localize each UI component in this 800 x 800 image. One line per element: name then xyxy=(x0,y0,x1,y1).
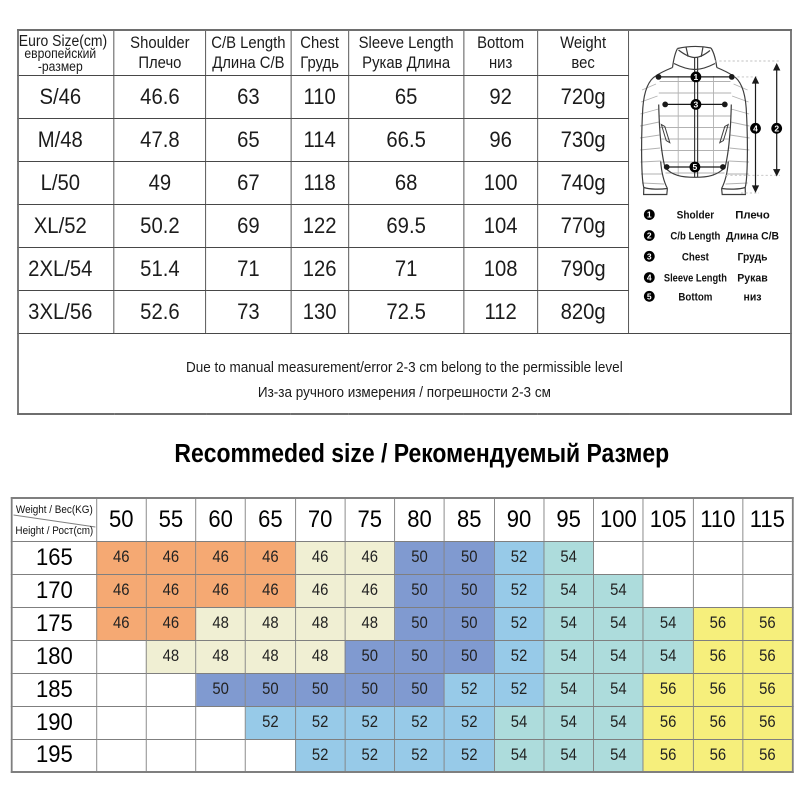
svg-text:Sleeve Length: Sleeve Length xyxy=(664,273,727,285)
svg-text:1: 1 xyxy=(694,72,699,82)
svg-text:низ: низ xyxy=(744,291,762,303)
svg-text:Chest: Chest xyxy=(682,251,709,263)
svg-text:Рукав: Рукав xyxy=(737,273,768,285)
svg-text:2: 2 xyxy=(774,123,779,133)
svg-text:Sholder: Sholder xyxy=(677,210,715,222)
svg-text:Грудь: Грудь xyxy=(738,251,768,263)
svg-text:2: 2 xyxy=(647,231,652,241)
svg-text:1: 1 xyxy=(647,210,652,220)
svg-text:3: 3 xyxy=(647,251,652,261)
svg-text:5: 5 xyxy=(647,291,652,301)
svg-text:5: 5 xyxy=(693,162,698,172)
svg-text:Плечо: Плечо xyxy=(735,210,770,222)
svg-text:C/b Length: C/b Length xyxy=(670,231,720,243)
svg-text:Bottom: Bottom xyxy=(678,291,712,303)
svg-text:Длина C/B: Длина C/B xyxy=(726,231,779,243)
svg-text:4: 4 xyxy=(647,273,652,283)
svg-text:4: 4 xyxy=(753,123,758,133)
svg-text:3: 3 xyxy=(694,100,699,110)
